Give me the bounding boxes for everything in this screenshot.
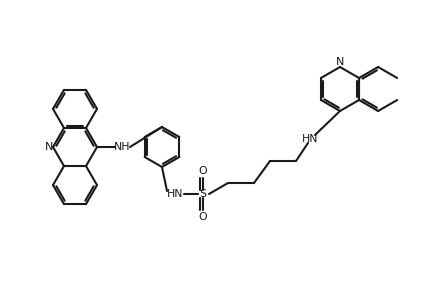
Text: N: N — [45, 142, 53, 152]
Text: S: S — [199, 189, 206, 199]
Text: NH: NH — [114, 142, 130, 152]
Text: N: N — [335, 57, 344, 67]
Text: O: O — [198, 166, 207, 176]
Text: O: O — [198, 212, 207, 222]
Text: HN: HN — [166, 189, 183, 199]
Text: HN: HN — [301, 134, 317, 144]
